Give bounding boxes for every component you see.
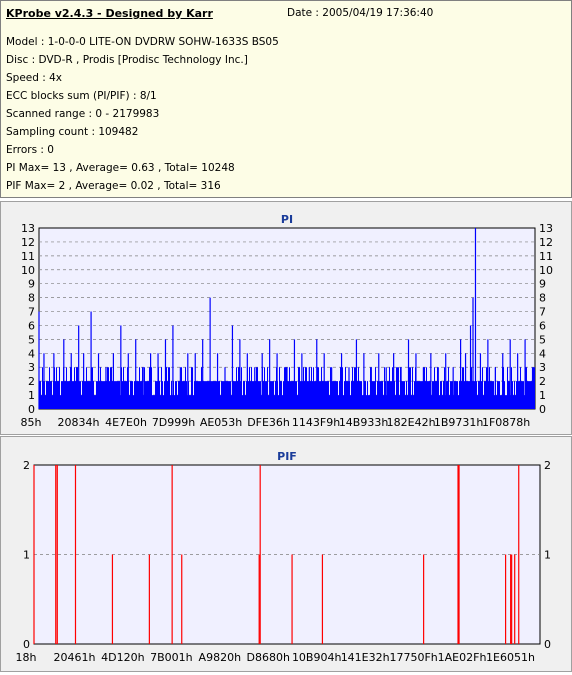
- y-tick-label-left: 11: [21, 250, 35, 263]
- pif-chart-panel: PIF 0 0 1 1 2 2 18h 20461h 4D120h 7B001h A9820h D868…: [0, 436, 572, 672]
- pif-summary-line: PIF Max= 2 , Average= 0.02 , Total= 316: [6, 180, 221, 192]
- y-tick-label-right: 9: [539, 278, 546, 291]
- y-tick-label-left: 2: [28, 375, 35, 388]
- x-tick-label: 1B9731h: [434, 416, 484, 429]
- y-tick-label-right: 1: [539, 389, 546, 402]
- x-tick-label: AE053h: [200, 416, 242, 429]
- y-tick-label-left: 0: [28, 403, 35, 416]
- y-tick-label-left: 7: [28, 306, 35, 319]
- x-tick-label: 14B933h: [339, 416, 389, 429]
- y-tick-label-left: 4: [28, 347, 35, 360]
- y-tick-label-left: 13: [21, 222, 35, 235]
- x-tick-label: A9820h: [199, 651, 242, 664]
- errors-line: Errors : 0: [6, 144, 54, 156]
- x-tick-label: 4E7E0h: [105, 416, 147, 429]
- pi-chart-panel: PI 0 0 1 1 2 2 3 3 4 4 5 5 6 6 7 7 8 8 9 9 10 10 11 11 12 12 13 13 85…: [0, 201, 572, 435]
- y-tick-label-left: 9: [28, 278, 35, 291]
- x-tick-label: 85h: [21, 416, 42, 429]
- y-tick-label-left: 1: [28, 389, 35, 402]
- range-line: Scanned range : 0 - 2179983: [6, 108, 160, 120]
- model-line: Model : 1-0-0-0 LITE-ON DVDRW SOHW-1633S…: [6, 36, 279, 48]
- x-tick-label: 18h: [16, 651, 37, 664]
- pi-summary-line: PI Max= 13 , Average= 0.63 , Total= 1024…: [6, 162, 235, 174]
- y-tick-label-right: 0: [539, 403, 546, 416]
- y-tick-label-right: 1: [544, 549, 551, 562]
- y-tick-label-right: 2: [544, 459, 551, 472]
- y-tick-label-right: 8: [539, 292, 546, 305]
- x-tick-label: 20461h: [53, 651, 95, 664]
- y-tick-label-right: 13: [539, 222, 553, 235]
- scan-date: Date : 2005/04/19 17:36:40: [287, 7, 434, 19]
- y-tick-label-left: 12: [21, 236, 35, 249]
- app-title: KProbe v2.4.3 - Designed by Karr: [6, 7, 213, 20]
- y-tick-label-left: 0: [23, 638, 30, 651]
- data-series: [38, 228, 534, 409]
- y-tick-label-right: 7: [539, 306, 546, 319]
- chart-title: PI: [281, 213, 293, 226]
- pif-chart: PIF 0 0 1 1 2 2 18h 20461h 4D120h 7B001h A9820h D868…: [16, 450, 551, 664]
- y-tick-label-left: 2: [23, 459, 30, 472]
- x-tick-label: 1143F9h: [292, 416, 340, 429]
- sampling-line: Sampling count : 109482: [6, 126, 139, 138]
- y-tick-label-right: 10: [539, 264, 553, 277]
- disc-line: Disc : DVD-R , Prodis [Prodisc Technolog…: [6, 54, 248, 66]
- y-tick-label-right: 11: [539, 250, 553, 263]
- x-tick-label: 182E42h: [387, 416, 436, 429]
- y-tick-label-right: 12: [539, 236, 553, 249]
- x-tick-label: 7B001h: [150, 651, 193, 664]
- x-tick-label: 7D999h: [152, 416, 195, 429]
- y-tick-label-right: 0: [544, 638, 551, 651]
- y-tick-label-right: 4: [539, 347, 546, 360]
- y-tick-label-left: 3: [28, 361, 35, 374]
- y-tick-label-right: 3: [539, 361, 546, 374]
- data-series: [33, 465, 520, 644]
- y-tick-label-left: 5: [28, 333, 35, 346]
- y-tick-label-left: 6: [28, 319, 35, 332]
- y-tick-label-left: 1: [23, 549, 30, 562]
- x-tick-label: 17750Fh: [389, 651, 437, 664]
- x-tick-label: DFE36h: [247, 416, 290, 429]
- chart-title: PIF: [277, 450, 297, 463]
- x-tick-label: 1AE02Fh: [438, 651, 487, 664]
- x-tick-label: 10B904h: [292, 651, 342, 664]
- x-tick-label: 141E32h: [341, 651, 390, 664]
- y-tick-label-right: 5: [539, 333, 546, 346]
- speed-line: Speed : 4x: [6, 72, 63, 84]
- x-tick-label: 20834h: [58, 416, 100, 429]
- y-tick-label-left: 10: [21, 264, 35, 277]
- x-tick-label: 4D120h: [101, 651, 144, 664]
- x-tick-label: D8680h: [247, 651, 290, 664]
- ecc-line: ECC blocks sum (PI/PIF) : 8/1: [6, 90, 157, 102]
- y-tick-label-left: 8: [28, 292, 35, 305]
- x-tick-label: 1E6051h: [486, 651, 535, 664]
- y-tick-label-right: 2: [539, 375, 546, 388]
- x-tick-label: 1F0878h: [482, 416, 530, 429]
- info-panel: KProbe v2.4.3 - Designed by Karr Date : …: [0, 0, 572, 198]
- y-tick-label-right: 6: [539, 319, 546, 332]
